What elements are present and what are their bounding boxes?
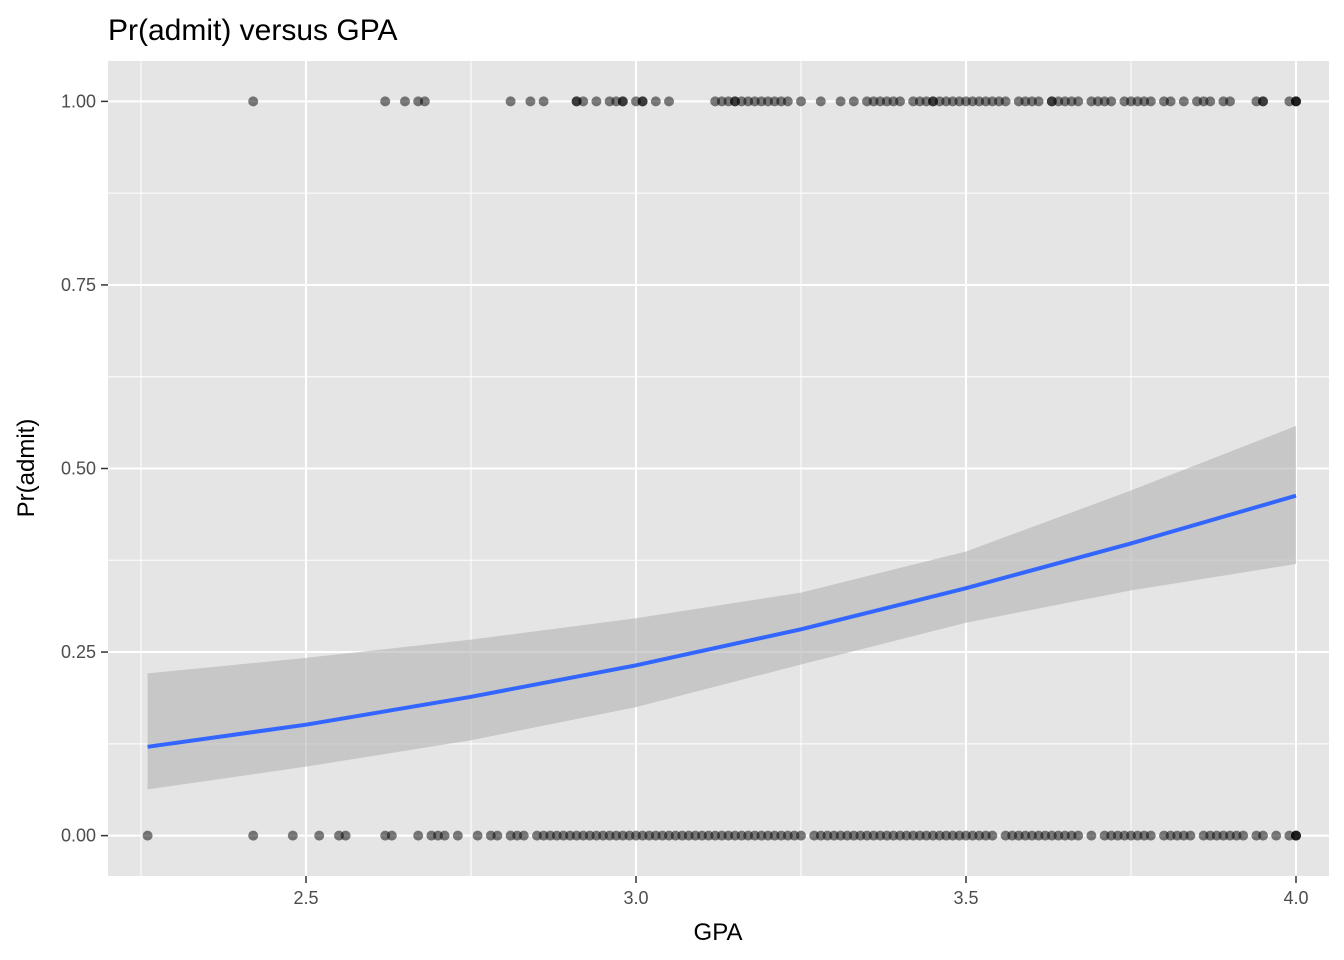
y-tick-label: 0.25 [61, 642, 96, 662]
data-point [796, 96, 806, 107]
data-point [380, 96, 391, 107]
data-point [796, 830, 806, 841]
x-tick-label: 4.0 [1283, 888, 1308, 908]
data-point [439, 830, 450, 841]
data-point [452, 830, 463, 841]
x-tick-label: 2.5 [293, 888, 318, 908]
data-point [1033, 96, 1044, 107]
y-axis-title: Pr(admit) [13, 419, 40, 518]
data-point [637, 96, 648, 107]
confidence-ribbon [147, 425, 1297, 790]
data-point [413, 830, 424, 841]
data-point [538, 96, 549, 107]
chart-title: Pr(admit) versus GPA [108, 14, 398, 47]
data-point [386, 830, 397, 841]
data-point [1291, 96, 1301, 107]
data-point [142, 830, 153, 841]
data-point [1258, 96, 1268, 107]
data-point [492, 830, 503, 841]
y-tick-label: 0.75 [61, 275, 96, 295]
data-point [505, 96, 516, 107]
data-point [1185, 830, 1196, 841]
data-point [1086, 830, 1097, 841]
data-point [895, 96, 905, 107]
data-point [1225, 96, 1235, 107]
data-points [142, 96, 1301, 841]
data-point [1205, 96, 1216, 107]
data-point [1145, 830, 1156, 841]
data-point [1000, 96, 1011, 107]
data-point [617, 96, 628, 107]
data-point [578, 96, 589, 107]
data-point [782, 96, 793, 107]
data-point [987, 830, 998, 841]
data-point [1258, 830, 1268, 841]
x-tick-label: 3.5 [953, 888, 978, 908]
data-point [1145, 96, 1156, 107]
data-point [419, 96, 430, 107]
x-axis-title: GPA [694, 919, 743, 946]
data-point [1165, 96, 1176, 107]
data-point [1073, 830, 1084, 841]
data-point [1106, 96, 1117, 107]
data-point [664, 96, 674, 107]
data-point [848, 96, 859, 107]
data-point [248, 830, 259, 841]
y-tick-label: 0.50 [61, 459, 96, 479]
data-point [525, 96, 536, 107]
data-point [287, 830, 298, 841]
data-point [650, 96, 661, 107]
data-point [815, 96, 826, 107]
x-axis-ticks: 2.5 3.0 3.5 4.0 [293, 876, 1309, 908]
data-point [1073, 96, 1084, 107]
x-tick-label: 3.0 [623, 888, 648, 908]
data-point [400, 96, 410, 107]
data-point [518, 830, 529, 841]
data-point [591, 96, 602, 107]
y-axis-ticks: 0.00 0.25 0.50 0.75 1.00 [61, 91, 108, 846]
data-point [1271, 830, 1282, 841]
data-point [1238, 830, 1249, 841]
data-point [835, 96, 846, 107]
data-point [248, 96, 259, 107]
data-point [1178, 96, 1189, 107]
data-point [314, 830, 325, 841]
data-point [472, 830, 483, 841]
fit-line [147, 493, 1297, 749]
data-point [1291, 830, 1301, 841]
y-tick-label: 0.00 [61, 826, 96, 846]
y-tick-label: 1.00 [61, 91, 96, 111]
data-point [340, 830, 351, 841]
